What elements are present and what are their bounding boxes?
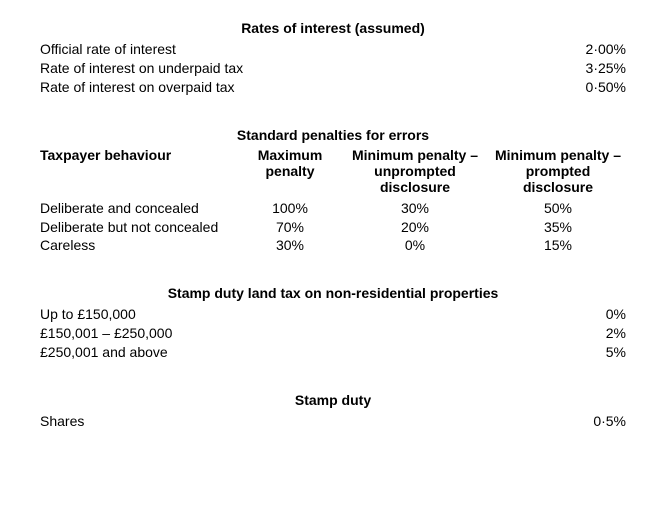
penalty-min-prompted: 50%	[490, 199, 626, 218]
header-min1-line3: disclosure	[380, 179, 450, 195]
sdlt-value: 5%	[566, 343, 626, 362]
penalty-max: 70%	[240, 218, 340, 237]
sdlt-section: Stamp duty land tax on non-residential p…	[40, 285, 626, 362]
penalty-min-unprompted: 0%	[340, 236, 490, 255]
penalty-min-prompted: 35%	[490, 218, 626, 237]
header-min1-line2: unprompted	[374, 163, 456, 179]
sdlt-label: Up to £150,000	[40, 305, 566, 324]
header-max-line1: Maximum	[258, 147, 323, 163]
stamp-duty-value: 0·5%	[566, 412, 626, 431]
penalty-min-unprompted: 20%	[340, 218, 490, 237]
header-max: Maximum penalty	[240, 147, 340, 195]
header-max-line2: penalty	[265, 163, 314, 179]
rate-label: Rate of interest on overpaid tax	[40, 78, 566, 97]
sdlt-label: £250,001 and above	[40, 343, 566, 362]
sdlt-row: Up to £150,000 0%	[40, 305, 626, 324]
rates-of-interest-section: Rates of interest (assumed) Official rat…	[40, 20, 626, 97]
header-behaviour: Taxpayer behaviour	[40, 147, 240, 195]
rate-row: Official rate of interest 2·00%	[40, 40, 626, 59]
penalty-min-prompted: 15%	[490, 236, 626, 255]
sdlt-row: £150,001 – £250,000 2%	[40, 324, 626, 343]
sdlt-value: 2%	[566, 324, 626, 343]
stamp-duty-row: Shares 0·5%	[40, 412, 626, 431]
rate-row: Rate of interest on overpaid tax 0·50%	[40, 78, 626, 97]
header-min2-line3: disclosure	[523, 179, 593, 195]
rate-value: 3·25%	[566, 59, 626, 78]
stamp-duty-section: Stamp duty Shares 0·5%	[40, 392, 626, 431]
header-min1-line1: Minimum penalty –	[352, 147, 478, 163]
penalties-title: Standard penalties for errors	[40, 127, 626, 143]
penalty-behaviour: Deliberate and concealed	[40, 199, 240, 218]
stamp-duty-title: Stamp duty	[40, 392, 626, 408]
header-min-unprompted: Minimum penalty – unprompted disclosure	[340, 147, 490, 195]
penalties-header-row: Taxpayer behaviour Maximum penalty Minim…	[40, 147, 626, 195]
sdlt-value: 0%	[566, 305, 626, 324]
penalty-row: Deliberate but not concealed 70% 20% 35%	[40, 218, 626, 237]
rate-label: Rate of interest on underpaid tax	[40, 59, 566, 78]
penalty-row: Deliberate and concealed 100% 30% 50%	[40, 199, 626, 218]
rates-title: Rates of interest (assumed)	[40, 20, 626, 36]
header-min2-line2: prompted	[526, 163, 591, 179]
header-min-prompted: Minimum penalty – prompted disclosure	[490, 147, 626, 195]
sdlt-title: Stamp duty land tax on non-residential p…	[40, 285, 626, 301]
penalties-section: Standard penalties for errors Taxpayer b…	[40, 127, 626, 256]
penalty-max: 30%	[240, 236, 340, 255]
header-min2-line1: Minimum penalty –	[495, 147, 621, 163]
sdlt-row: £250,001 and above 5%	[40, 343, 626, 362]
penalty-row: Careless 30% 0% 15%	[40, 236, 626, 255]
rate-row: Rate of interest on underpaid tax 3·25%	[40, 59, 626, 78]
penalty-behaviour: Careless	[40, 236, 240, 255]
penalty-behaviour: Deliberate but not concealed	[40, 218, 240, 237]
penalty-min-unprompted: 30%	[340, 199, 490, 218]
rate-value: 2·00%	[566, 40, 626, 59]
stamp-duty-label: Shares	[40, 412, 566, 431]
rate-value: 0·50%	[566, 78, 626, 97]
sdlt-label: £150,001 – £250,000	[40, 324, 566, 343]
penalty-max: 100%	[240, 199, 340, 218]
rate-label: Official rate of interest	[40, 40, 566, 59]
